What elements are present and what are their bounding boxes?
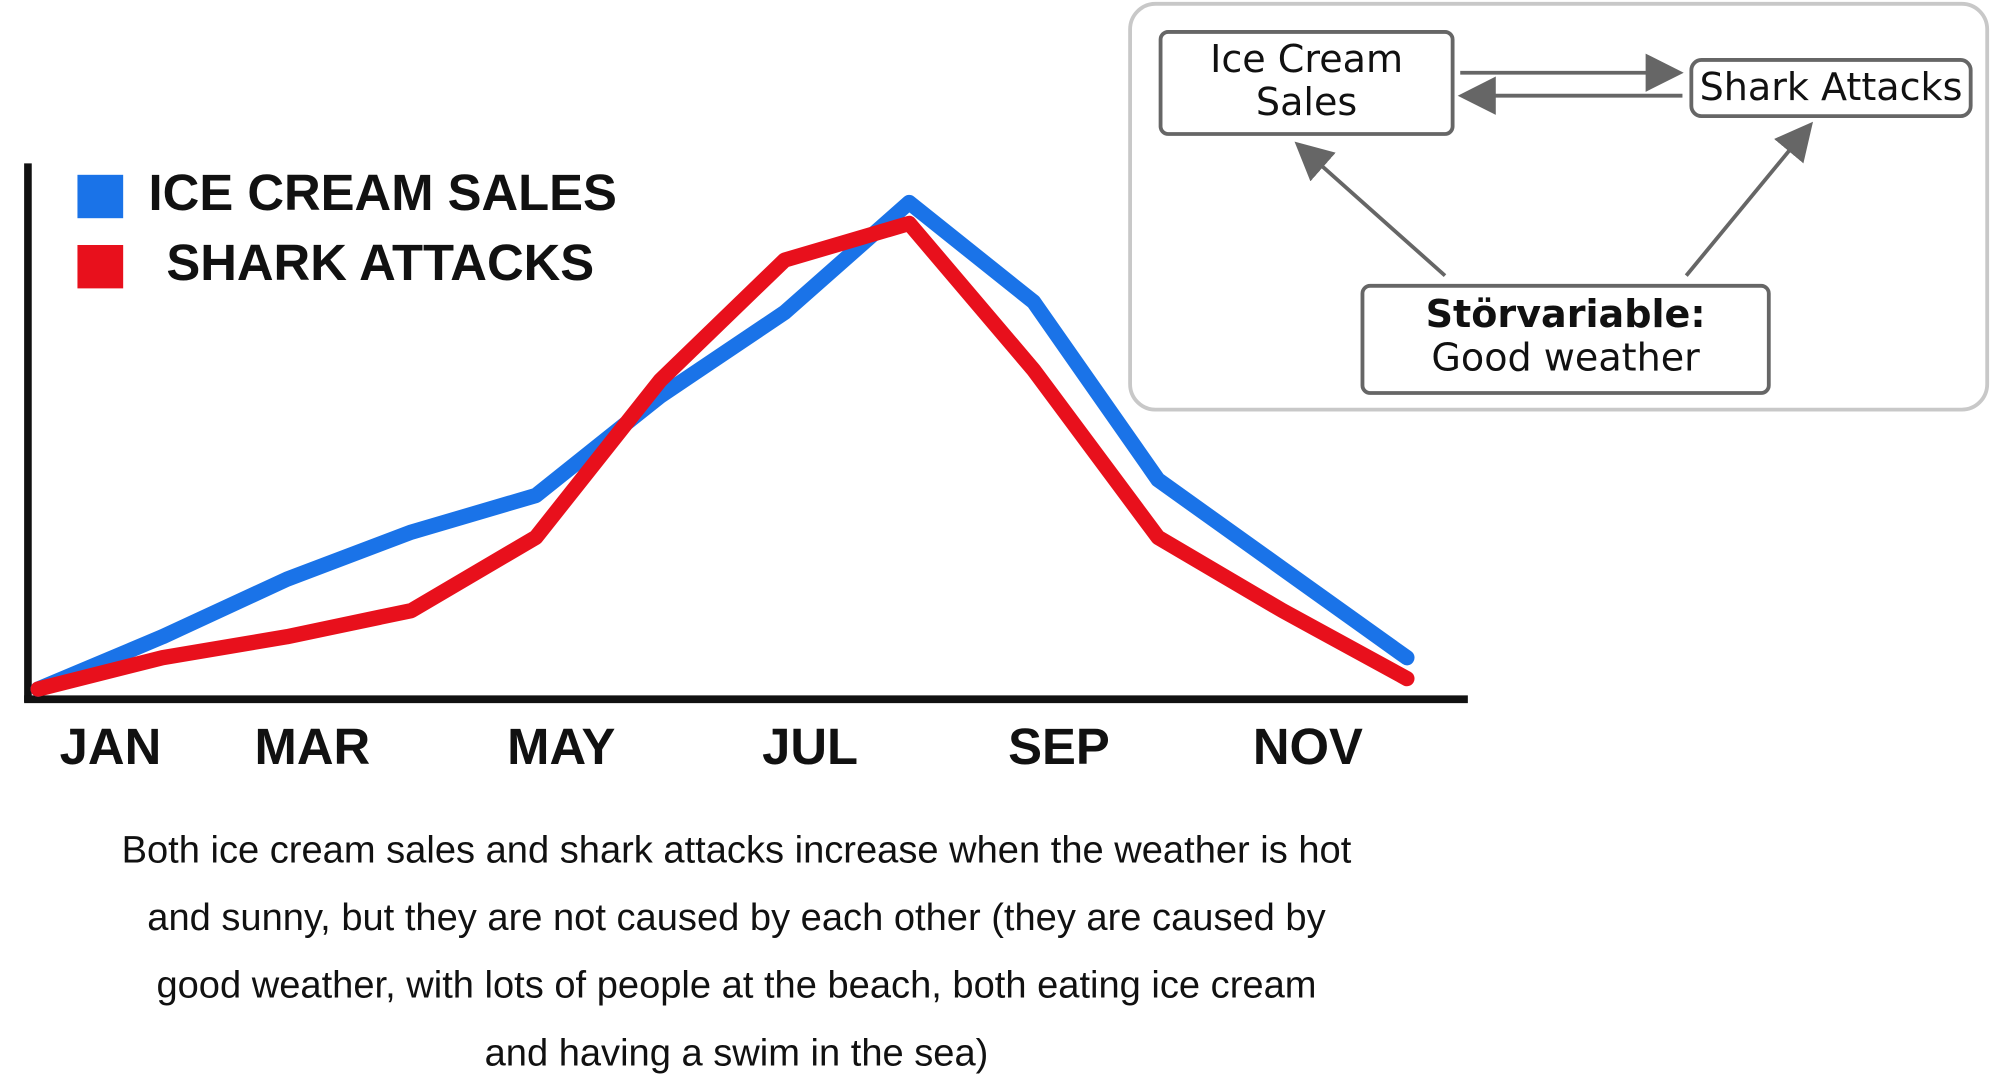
node-label: Störvariable: — [1426, 293, 1706, 337]
x-tick-label: JAN — [60, 718, 162, 775]
x-tick-label: SEP — [1008, 718, 1110, 775]
caption: Both ice cream sales and shark attacks i… — [122, 828, 1352, 871]
legend-swatch — [77, 244, 124, 289]
node-label: Ice Cream — [1210, 38, 1403, 82]
x-tick-label: MAR — [255, 718, 371, 775]
node-label: Good weather — [1431, 336, 1700, 380]
diagram: Ice Cream Sales Shark Attacks Störvariab… — [1128, 1, 1990, 412]
arrow — [1684, 121, 1814, 277]
x-tick-label: MAY — [507, 718, 615, 775]
arrow — [1294, 141, 1447, 278]
line-series — [30, 194, 1415, 697]
caption: and having a swim in the sea) — [485, 1031, 989, 1074]
legend-label: SHARK ATTACKS — [166, 234, 594, 291]
caption: and sunny, but they are not caused by ea… — [147, 896, 1326, 939]
node-box — [1360, 283, 1771, 395]
x-tick-label: JUL — [762, 718, 858, 775]
x-tick-label: NOV — [1253, 718, 1363, 775]
node-label: Sales — [1256, 81, 1357, 125]
legend-label: ICE CREAM SALES — [149, 164, 617, 221]
node-box — [1689, 58, 1973, 119]
node-box — [1158, 29, 1455, 136]
node-label: Shark Attacks — [1700, 66, 1963, 110]
legend-swatch — [77, 174, 124, 219]
caption: good weather, with lots of people at the… — [156, 964, 1316, 1007]
line-series — [30, 215, 1415, 697]
